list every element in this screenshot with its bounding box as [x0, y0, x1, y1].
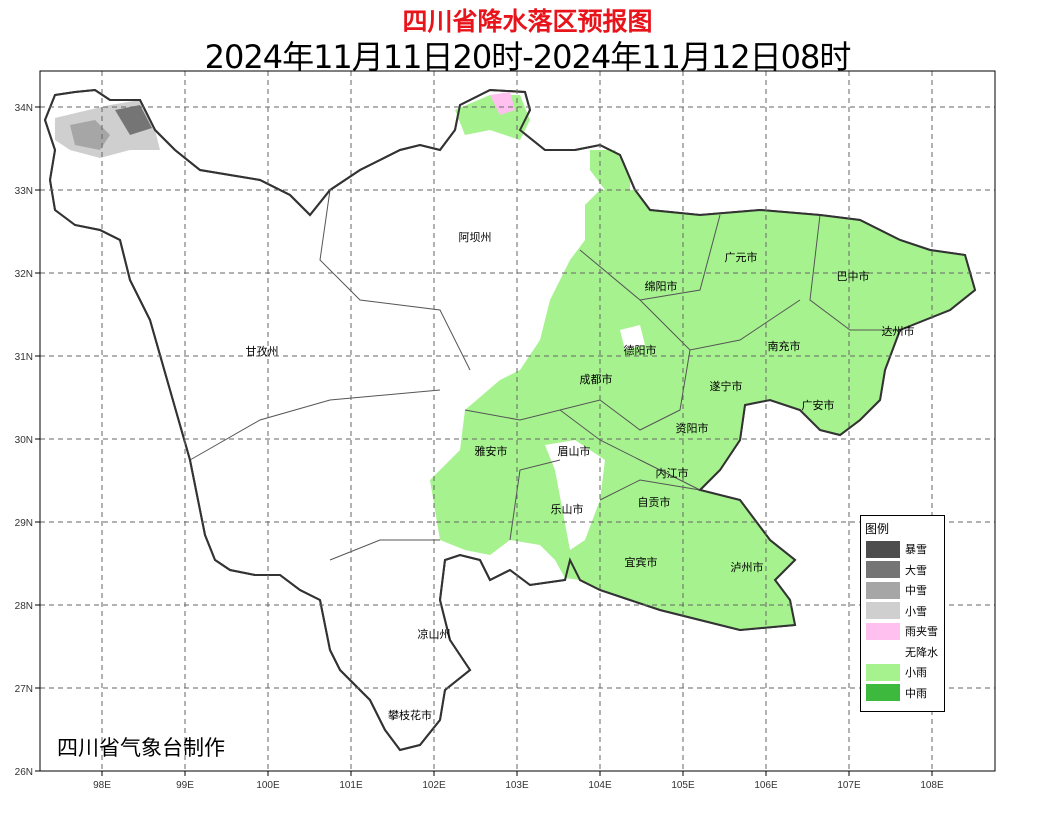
legend-label: 中雨 [905, 686, 927, 700]
y-tick-label: 29N [15, 518, 33, 529]
x-tick-label: 98E [93, 780, 111, 791]
y-tick-label: 28N [15, 601, 33, 612]
city-label: 宜宾市 [625, 555, 658, 569]
x-axis: 98E 99E 100E 101E 102E 103E 104E 105E 106E 107E 10… [93, 771, 944, 791]
heavy-snow-area [115, 105, 152, 135]
legend-item: 中雨 [866, 683, 944, 704]
legend-label: 雨夹雪 [905, 625, 938, 639]
city-label: 攀枝花市 [388, 708, 432, 722]
y-tick-label: 32N [15, 269, 33, 280]
legend-label: 暴雪 [905, 543, 927, 557]
map-subtitle: 2024年11月11日20时-2024年11月12日08时 [204, 38, 852, 76]
y-tick-label: 27N [15, 684, 33, 695]
y-tick-label: 31N [15, 352, 33, 363]
y-tick-label: 34N [15, 103, 33, 114]
x-tick-label: 108E [920, 780, 944, 791]
map-title: 四川省降水落区预报图 [402, 7, 653, 36]
y-tick-label: 33N [15, 186, 33, 197]
y-tick-label: 30N [15, 435, 33, 446]
x-tick-label: 104E [588, 780, 612, 791]
city-label: 自贡市 [638, 495, 671, 509]
city-label: 雅安市 [475, 444, 508, 458]
legend-swatch [866, 663, 900, 681]
legend-swatch [866, 622, 900, 640]
legend-title: 图例 [865, 522, 890, 536]
legend-label: 小雨 [905, 666, 927, 680]
x-tick-label: 102E [422, 780, 446, 791]
city-label: 阿坝州 [459, 230, 492, 244]
city-label: 资阳市 [676, 421, 709, 435]
city-label: 遂宁市 [710, 379, 743, 393]
y-tick-label: 26N [15, 767, 33, 778]
graticule [40, 71, 995, 771]
legend-label: 无降水 [905, 645, 938, 659]
province-outline-stroke [43, 88, 977, 752]
city-label: 甘孜州 [246, 344, 279, 358]
legend-item: 大雪 [866, 560, 944, 581]
legend-item: 小雪 [866, 601, 944, 622]
x-tick-label: 99E [176, 780, 194, 791]
legend-swatch [866, 561, 900, 579]
sleet-area [490, 92, 515, 115]
x-tick-label: 106E [754, 780, 778, 791]
credit-text: 四川省气象台制作 [57, 736, 225, 760]
city-label: 成都市 [580, 372, 613, 386]
city-label: 德阳市 [624, 343, 657, 357]
city-label: 乐山市 [551, 502, 584, 516]
x-tick-label: 105E [671, 780, 695, 791]
city-label: 眉山市 [558, 444, 591, 458]
city-label: 南充市 [768, 339, 801, 353]
no-precip-hole [620, 325, 645, 350]
x-tick-label: 101E [339, 780, 363, 791]
legend-swatch [866, 643, 900, 661]
y-axis: 34N 33N 32N 31N 30N 29N 28N 27N 26N [15, 103, 40, 778]
legend-swatch [866, 540, 900, 558]
city-label: 凉山州 [418, 627, 451, 641]
city-label: 巴中市 [837, 269, 870, 283]
city-label: 广安市 [802, 398, 835, 412]
legend-item: 雨夹雪 [866, 621, 944, 642]
legend-item: 暴雪 [866, 539, 944, 560]
legend-item: 小雨 [866, 662, 944, 683]
legend-item: 无降水 [866, 642, 944, 663]
x-tick-label: 100E [256, 780, 280, 791]
legend-swatch [866, 602, 900, 620]
city-label: 达州市 [882, 324, 915, 338]
legend-item: 中雪 [866, 580, 944, 601]
legend-swatch [866, 684, 900, 702]
city-label: 泸州市 [731, 560, 764, 574]
legend-label: 中雪 [905, 584, 927, 598]
city-label: 广元市 [725, 250, 758, 264]
legend-label: 大雪 [905, 563, 927, 577]
x-tick-label: 103E [505, 780, 529, 791]
legend-swatch [866, 581, 900, 599]
x-tick-label: 107E [837, 780, 861, 791]
legend: 图例 暴雪大雪中雪小雪雨夹雪无降水小雨中雨 [860, 515, 945, 712]
moderate-snow-area [70, 120, 110, 150]
city-boundaries [189, 189, 900, 561]
legend-label: 小雪 [905, 604, 927, 618]
city-label: 内江市 [656, 466, 689, 480]
city-label: 绵阳市 [645, 279, 678, 293]
